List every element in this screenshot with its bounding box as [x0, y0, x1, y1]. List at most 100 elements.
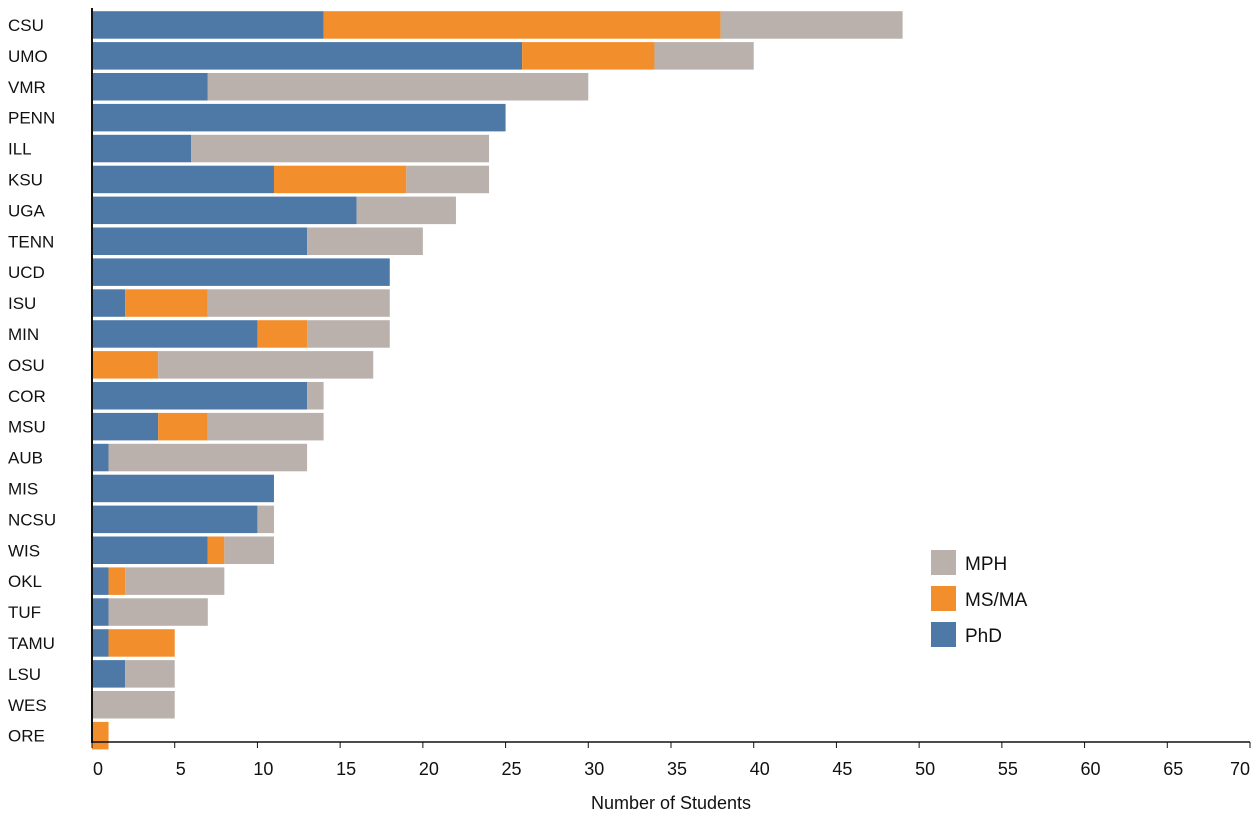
legend-swatch-ms-ma: [931, 586, 956, 611]
category-label: AUB: [8, 449, 43, 468]
category-label: LSU: [8, 665, 41, 684]
category-label: VMR: [8, 78, 46, 97]
bar-ncsu-phd: [92, 505, 258, 534]
category-label: MIS: [8, 479, 38, 498]
bar-csu-phd: [92, 11, 324, 39]
category-label: WIS: [8, 541, 40, 560]
bar-ill-phd: [92, 134, 192, 163]
bar-min-ms-ma: [257, 320, 308, 348]
category-label: ILL: [8, 140, 32, 159]
x-tick-label: 50: [915, 759, 935, 779]
bar-vmr-phd: [92, 73, 208, 101]
bar-ucd-phd: [92, 258, 390, 286]
bar-ill-mph: [191, 134, 490, 163]
bar-umo-mph: [654, 42, 754, 70]
x-tick-label: 15: [336, 759, 356, 779]
legend-label: MPH: [965, 554, 1007, 575]
bar-aub-mph: [108, 443, 308, 472]
bar-tenn-mph: [307, 227, 423, 255]
category-label: UCD: [8, 263, 45, 282]
category-label: TUF: [8, 603, 41, 622]
x-tick-labels: 0 5 10 15 20 25 30 35 40 45 50 55 60 65 70: [91, 742, 1251, 779]
bar-okl-ms-ma: [108, 567, 126, 595]
bar-csu-mph: [720, 11, 903, 39]
category-label: UGA: [8, 201, 46, 220]
category-label: KSU: [8, 170, 43, 189]
x-tick-label: 10: [253, 759, 273, 779]
category-label: ORE: [8, 727, 45, 746]
category-label: OKL: [8, 572, 42, 591]
legend-swatch-phd: [931, 622, 956, 647]
bar-osu-ms-ma: [92, 351, 159, 379]
bar-cor-mph: [307, 382, 324, 410]
category-label: WES: [8, 696, 47, 715]
bar-okl-mph: [125, 567, 225, 595]
category-labels: CSU UMO VMR PENN ILL KSU UGA TENN UCD ISU MIN OSU CO…: [8, 16, 56, 746]
category-label: NCSU: [8, 510, 56, 529]
x-tick-label: 35: [667, 759, 687, 779]
bar-tuf-mph: [108, 598, 208, 626]
bar-mis-phd: [92, 474, 274, 503]
bar-msu-phd: [92, 412, 159, 441]
x-tick-label: 0: [93, 759, 103, 779]
bar-tamu-ms-ma: [108, 629, 175, 657]
x-tick-label: 40: [750, 759, 770, 779]
bar-isu-phd: [92, 289, 126, 317]
x-tick-label: 25: [502, 759, 522, 779]
x-tick-label: 45: [832, 759, 852, 779]
legend: MPH MS/MA PhD: [931, 550, 1028, 647]
bar-wis-mph: [224, 536, 274, 564]
bar-aub-phd: [92, 443, 109, 472]
bar-ksu-ms-ma: [273, 165, 407, 194]
category-label: ISU: [8, 294, 36, 313]
bar-tuf-phd: [92, 598, 109, 626]
x-tick-label: 70: [1230, 759, 1250, 779]
bar-isu-ms-ma: [125, 289, 208, 317]
category-label: UMO: [8, 47, 48, 66]
bar-penn-phd: [92, 103, 506, 132]
bar-wis-phd: [92, 536, 208, 564]
x-tick-label: 20: [419, 759, 439, 779]
bar-osu-mph: [158, 351, 374, 379]
x-tick-label: 5: [176, 759, 186, 779]
category-label: CSU: [8, 16, 44, 35]
bar-isu-mph: [207, 289, 390, 317]
bar-msu-ms-ma: [158, 412, 208, 441]
bar-wis-ms-ma: [207, 536, 225, 564]
bar-tenn-phd: [92, 227, 308, 255]
legend-label: MS/MA: [965, 590, 1028, 611]
bar-cor-phd: [92, 382, 308, 410]
bar-csu-ms-ma: [323, 11, 721, 39]
bar-ncsu-mph: [257, 505, 274, 534]
bar-uga-mph: [356, 196, 456, 225]
category-label: COR: [8, 387, 46, 406]
x-tick-label: 65: [1163, 759, 1183, 779]
category-label: TAMU: [8, 634, 55, 653]
x-axis-title: Number of Students: [591, 793, 751, 813]
bar-ksu-mph: [406, 165, 490, 194]
bar-uga-phd: [92, 196, 357, 225]
bar-ore-ms-ma: [92, 721, 109, 750]
bar-msu-mph: [207, 412, 324, 441]
bar-wes-mph: [92, 691, 175, 719]
bar-umo-phd: [92, 42, 523, 70]
bar-min-mph: [307, 320, 390, 348]
legend-label: PhD: [965, 626, 1002, 647]
bar-ksu-phd: [92, 165, 274, 194]
x-tick-label: 55: [998, 759, 1018, 779]
x-tick-label: 30: [584, 759, 604, 779]
category-label: MSU: [8, 418, 46, 437]
bar-tamu-phd: [92, 629, 109, 657]
bar-lsu-mph: [125, 660, 175, 688]
bar-umo-ms-ma: [522, 42, 655, 70]
category-label: MIN: [8, 325, 39, 344]
bar-okl-phd: [92, 567, 109, 595]
category-label: TENN: [8, 232, 54, 251]
category-label: OSU: [8, 356, 45, 375]
x-tick-label: 60: [1081, 759, 1101, 779]
bar-min-phd: [92, 320, 258, 348]
bar-lsu-phd: [92, 660, 126, 688]
legend-swatch-mph: [931, 550, 956, 575]
category-label: PENN: [8, 109, 55, 128]
